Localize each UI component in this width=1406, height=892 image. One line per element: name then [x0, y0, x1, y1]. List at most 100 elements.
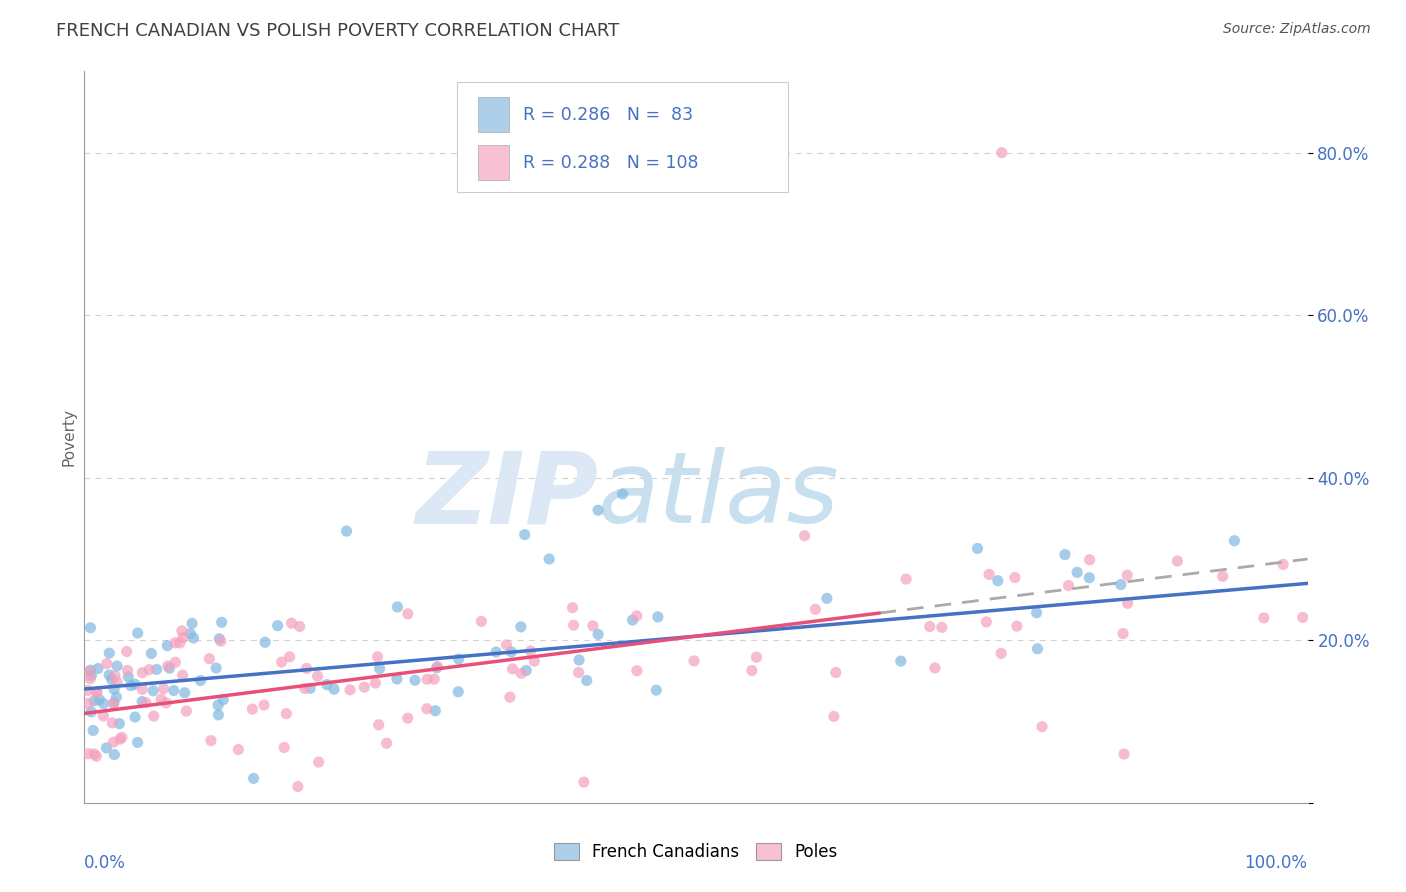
Point [228, 742, 250, 756]
Point [1253, 611, 1275, 625]
Legend: French Canadians, Poles: French Canadians, Poles [547, 836, 845, 868]
Point [103, 696, 125, 710]
Point [987, 574, 1010, 588]
Point [1112, 626, 1135, 640]
Point [323, 682, 346, 697]
Point [83, 694, 105, 708]
Point [538, 552, 561, 566]
Point [181, 616, 204, 631]
Point [396, 711, 419, 725]
Point [1057, 578, 1080, 592]
Point [108, 732, 131, 747]
Point [124, 677, 146, 691]
Point [1116, 596, 1139, 610]
Point [447, 685, 470, 699]
Point [509, 620, 531, 634]
Point [299, 681, 322, 696]
Point [647, 610, 669, 624]
Point [519, 644, 541, 658]
Point [510, 666, 533, 681]
Point [931, 620, 953, 634]
Point [242, 772, 264, 786]
Point [105, 659, 128, 673]
Point [1078, 553, 1101, 567]
Point [307, 669, 329, 683]
Point [103, 735, 125, 749]
Point [367, 718, 389, 732]
FancyBboxPatch shape [478, 97, 509, 132]
Point [86, 685, 108, 699]
Point [98, 668, 121, 682]
Point [254, 635, 277, 649]
Point [156, 659, 179, 673]
Point [156, 639, 179, 653]
Point [77, 747, 100, 761]
Point [200, 733, 222, 747]
Point [294, 681, 316, 696]
Point [385, 672, 408, 686]
Y-axis label: Poverty: Poverty [60, 408, 76, 467]
Point [353, 680, 375, 694]
Point [1272, 558, 1295, 572]
Point [172, 631, 194, 645]
Point [364, 676, 387, 690]
Point [280, 616, 302, 631]
Point [82, 723, 104, 738]
Point [586, 503, 609, 517]
Point [152, 681, 174, 696]
Point [288, 619, 311, 633]
Point [93, 697, 115, 711]
Point [198, 652, 221, 666]
Point [1212, 569, 1234, 583]
Point [101, 715, 124, 730]
Point [824, 665, 846, 680]
Point [621, 613, 644, 627]
Point [295, 661, 318, 675]
Point [1116, 568, 1139, 582]
Point [924, 661, 946, 675]
Point [83, 747, 105, 761]
Point [1166, 554, 1188, 568]
Point [240, 702, 263, 716]
Point [105, 690, 128, 704]
Point [626, 664, 648, 678]
Point [1053, 548, 1076, 562]
Point [135, 696, 157, 710]
Point [501, 662, 523, 676]
Point [80, 705, 103, 719]
Point [894, 572, 917, 586]
Point [416, 702, 439, 716]
Point [111, 731, 134, 745]
Point [683, 654, 706, 668]
Point [568, 653, 591, 667]
Point [96, 741, 118, 756]
Point [127, 735, 149, 749]
Point [966, 541, 988, 556]
Point [170, 624, 193, 638]
Point [120, 679, 142, 693]
Point [426, 659, 449, 673]
Point [645, 683, 668, 698]
Point [253, 698, 276, 712]
Point [1004, 571, 1026, 585]
Point [793, 529, 815, 543]
Point [1292, 610, 1315, 624]
Point [561, 600, 583, 615]
Point [131, 665, 153, 680]
Point [96, 657, 118, 671]
Point [172, 668, 194, 682]
Point [173, 686, 195, 700]
Point [98, 646, 121, 660]
Point [626, 608, 648, 623]
Point [209, 634, 232, 648]
Point [804, 602, 827, 616]
Point [79, 665, 101, 679]
Point [979, 567, 1001, 582]
Point [1026, 641, 1049, 656]
Point [572, 775, 595, 789]
Text: atlas: atlas [598, 447, 839, 544]
Point [287, 780, 309, 794]
Point [485, 645, 508, 659]
Point [582, 619, 605, 633]
Point [163, 683, 186, 698]
